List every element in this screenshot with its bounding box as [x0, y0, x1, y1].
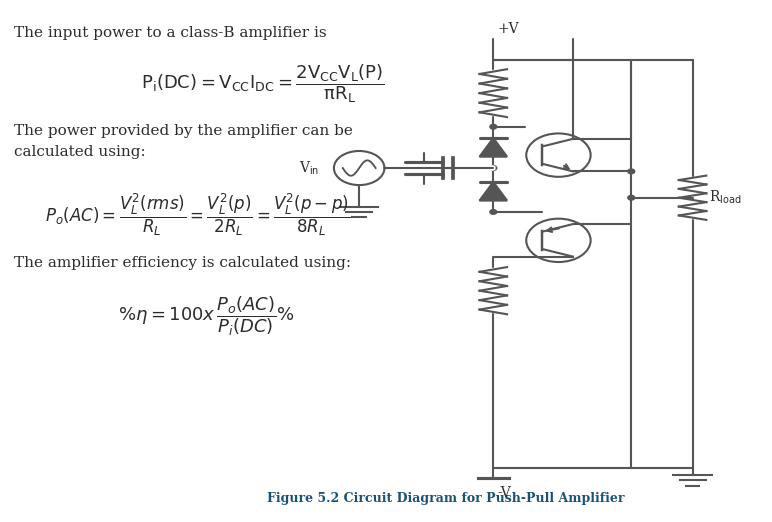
Text: +V: +V — [497, 22, 519, 37]
Text: $\mathit{P_o(AC)} = \dfrac{V_L^2(rms)}{R_L} = \dfrac{V_L^2(p)}{2R_L} = \dfrac{V_: $\mathit{P_o(AC)} = \dfrac{V_L^2(rms)}{R… — [45, 191, 350, 238]
Text: The input power to a class-B amplifier is: The input power to a class-B amplifier i… — [14, 26, 327, 40]
Text: Figure 5.2 Circuit Diagram for Push-Pull Amplifier: Figure 5.2 Circuit Diagram for Push-Pull… — [267, 492, 625, 505]
Circle shape — [490, 124, 496, 129]
Text: R$_{\rm load}$: R$_{\rm load}$ — [709, 189, 742, 206]
Circle shape — [628, 195, 635, 200]
Polygon shape — [479, 138, 507, 157]
Circle shape — [490, 210, 496, 214]
Circle shape — [628, 169, 635, 174]
Text: The power provided by the amplifier can be
calculated using:: The power provided by the amplifier can … — [14, 124, 353, 159]
Text: V$_{\rm in}$: V$_{\rm in}$ — [299, 159, 320, 177]
Circle shape — [490, 165, 496, 170]
Polygon shape — [479, 182, 507, 200]
Text: -V: -V — [497, 485, 511, 500]
Text: The amplifier efficiency is calculated using:: The amplifier efficiency is calculated u… — [14, 256, 351, 270]
Text: $\%\eta = 100x\,\dfrac{P_o(AC)}{P_i(DC)}\%$: $\%\eta = 100x\,\dfrac{P_o(AC)}{P_i(DC)}… — [118, 294, 295, 338]
Text: $\mathrm{P_i(DC) = V_{CC}I_{DC} = \dfrac{2V_{CC}V_L(P)}{\pi R_L}}$: $\mathrm{P_i(DC) = V_{CC}I_{DC} = \dfrac… — [141, 62, 384, 105]
